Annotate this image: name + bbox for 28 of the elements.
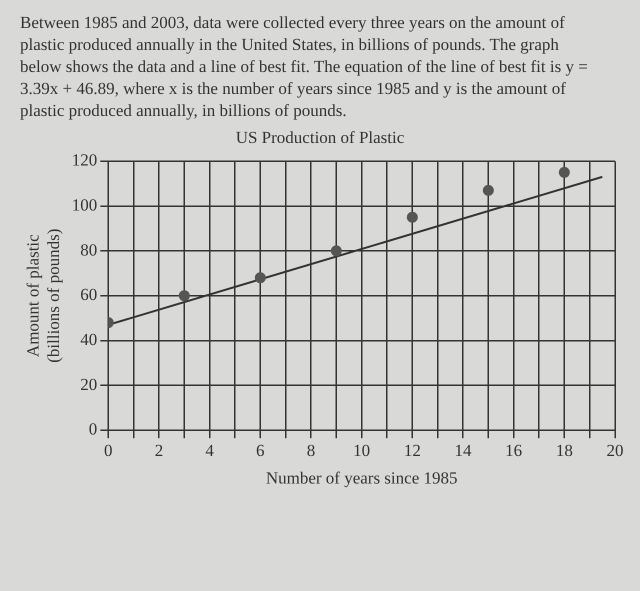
y-tick-label: 120 [72, 150, 98, 170]
x-tick-label: 20 [606, 440, 624, 460]
y-tick-label: 100 [72, 196, 98, 214]
x-tick-label: 2 [154, 440, 164, 460]
point [482, 184, 494, 196]
point [330, 245, 342, 256]
point [406, 212, 418, 223]
y-tick-label: 0 [88, 420, 98, 439]
x-tick-label: 6 [256, 440, 265, 460]
x-tick-label: 10 [353, 440, 370, 460]
chart-title: US Production of Plastic [234, 128, 406, 148]
x-axis-title: Number of years since 1985 [266, 468, 458, 488]
x-tick-label: 0 [104, 440, 113, 460]
x-tick-label: 18 [556, 440, 573, 460]
y-tick-label: 80 [80, 240, 98, 260]
x-tick-label: 4 [205, 440, 214, 460]
point [558, 166, 570, 178]
point [254, 272, 266, 284]
y-tick-label: 20 [80, 374, 98, 394]
y-tick-label: 60 [80, 285, 98, 304]
text: Between 1985 and 2003, data were collected every three years on the amount of plastic produced annually in the United States, in billions of pounds. The graph below shows the data and a line of best fit. The equation of the line of best fit is y = 3.39x + 46.89, where x is the number of years since 1985 and y is the amount of plastic produced annually, in billions of pounds. [20, 12, 589, 122]
y-tick-label: 40 [80, 330, 98, 349]
y-axis-title: Amount of plastic (billions of pounds) [24, 228, 64, 363]
x-tick-label: 12 [404, 440, 421, 460]
x-tick-label: 14 [454, 440, 472, 460]
x-tick-label: 16 [505, 440, 522, 460]
point [178, 290, 190, 302]
x-tick-label: 8 [306, 440, 316, 460]
